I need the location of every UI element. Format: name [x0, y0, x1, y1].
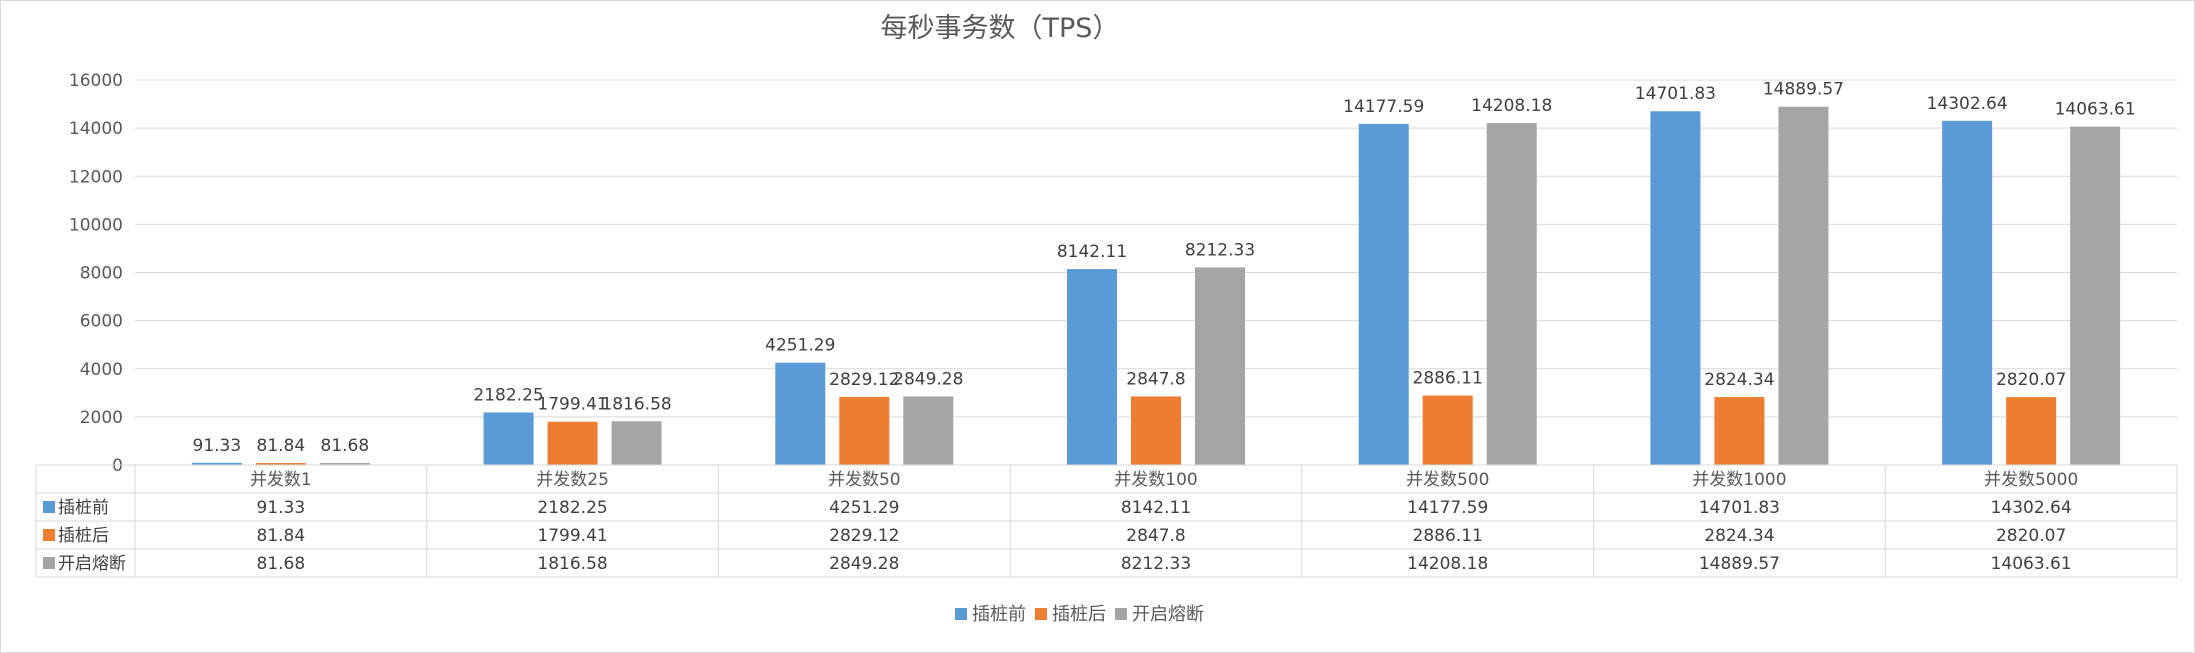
x-category-label: 并发数5000 — [1984, 470, 2078, 490]
table-cell: 14208.18 — [1407, 554, 1488, 574]
legend-label: 插桩前 — [972, 604, 1026, 625]
data-label: 8212.33 — [1185, 240, 1255, 260]
table-cell: 2847.8 — [1126, 526, 1185, 546]
bar — [191, 462, 242, 465]
data-label: 14701.83 — [1635, 84, 1716, 104]
data-label: 81.68 — [321, 436, 370, 456]
bar — [2070, 126, 2121, 465]
bar — [903, 396, 954, 465]
data-label: 91.33 — [193, 436, 242, 456]
legend: 插桩前 插桩后 开启熔断 — [955, 604, 1204, 625]
table-cell: 2886.11 — [1413, 526, 1483, 546]
bar — [1358, 123, 1409, 465]
bar — [775, 362, 826, 465]
bar — [1778, 106, 1829, 465]
y-tick-label: 0 — [112, 456, 123, 476]
data-label: 4251.29 — [765, 336, 835, 356]
data-label: 14889.57 — [1763, 80, 1844, 100]
x-category-label: 并发数500 — [1406, 470, 1489, 490]
bar — [255, 463, 306, 465]
legend-swatch — [1035, 608, 1047, 620]
bar — [1650, 111, 1701, 465]
table-series-name: 插桩后 — [58, 526, 109, 546]
table-legend-key — [43, 501, 55, 513]
legend-swatch — [1115, 608, 1127, 620]
bar — [483, 412, 534, 465]
y-tick-label: 2000 — [80, 408, 123, 428]
table-cell: 1799.41 — [537, 526, 607, 546]
table-cell: 14701.83 — [1699, 498, 1780, 518]
data-label: 8142.11 — [1057, 242, 1127, 262]
y-tick-label: 12000 — [69, 167, 123, 187]
data-label: 2886.11 — [1413, 369, 1483, 389]
chart-title: 每秒事务数（TPS） — [881, 13, 1120, 44]
y-tick-label: 4000 — [80, 360, 123, 380]
x-category-label: 并发数50 — [828, 470, 901, 490]
data-label: 14177.59 — [1343, 97, 1424, 117]
x-category-label: 并发数25 — [536, 470, 609, 490]
table-cell: 2820.07 — [1996, 526, 2066, 546]
table-cell: 14889.57 — [1699, 554, 1780, 574]
y-tick-label: 16000 — [69, 71, 123, 91]
table-cell: 2182.25 — [537, 498, 607, 518]
legend-swatch — [955, 608, 967, 620]
table-series-name: 插桩前 — [58, 498, 109, 518]
table-cell: 2849.28 — [829, 554, 899, 574]
table-series-name: 开启熔断 — [58, 554, 126, 574]
bar — [1942, 120, 1993, 466]
data-table: 并发数1 并发数25 并发数50 并发数100 并发数500 并发数1000 并发数5000… — [35, 464, 2178, 578]
table-cell: 14063.61 — [1991, 554, 2072, 574]
data-label: 14063.61 — [2055, 100, 2136, 120]
data-label: 2847.8 — [1126, 369, 1185, 389]
bar — [2006, 397, 2057, 465]
data-label: 81.84 — [257, 436, 306, 456]
y-tick-label: 6000 — [80, 312, 123, 332]
data-label: 1816.58 — [601, 394, 671, 414]
legend-label: 开启熔断 — [1132, 604, 1204, 625]
table-cell: 2824.34 — [1704, 526, 1774, 546]
y-tick-label: 14000 — [69, 119, 123, 139]
bar — [1195, 267, 1245, 465]
x-category-label: 并发数1 — [250, 470, 312, 490]
table-legend-key — [43, 557, 55, 569]
table-cell: 8142.11 — [1121, 498, 1191, 518]
bars — [191, 106, 2121, 466]
bar — [839, 396, 890, 465]
table-cell: 14177.59 — [1407, 498, 1488, 518]
bar — [1067, 269, 1117, 465]
bar — [611, 421, 662, 465]
table-cell: 91.33 — [257, 498, 306, 518]
table-cell: 2829.12 — [829, 526, 899, 546]
x-category-label: 并发数1000 — [1692, 470, 1786, 490]
legend-label: 插桩后 — [1052, 604, 1106, 625]
table-cell: 8212.33 — [1121, 554, 1191, 574]
data-label: 2824.34 — [1704, 370, 1774, 390]
table-cell: 4251.29 — [829, 498, 899, 518]
data-label: 2820.07 — [1996, 370, 2066, 390]
bar — [1131, 396, 1181, 465]
bar — [1714, 397, 1765, 465]
bar — [319, 463, 370, 465]
data-label: 2182.25 — [473, 385, 543, 405]
data-label: 2849.28 — [893, 369, 963, 389]
data-label: 2829.12 — [829, 370, 899, 390]
y-axis: 0 2000 4000 6000 8000 10000 12000 14000 16000 — [69, 71, 123, 476]
bar — [1422, 395, 1473, 465]
table-cell: 81.84 — [257, 526, 306, 546]
data-label: 1799.41 — [537, 395, 607, 415]
bar — [1486, 123, 1537, 466]
data-labels: 91.33 2182.25 4251.29 8142.11 14177.59 14701.… — [193, 80, 2136, 456]
y-tick-label: 10000 — [69, 215, 123, 235]
bar — [547, 421, 598, 465]
data-label: 14302.64 — [1927, 94, 2008, 114]
table-legend-key — [43, 529, 55, 541]
y-tick-label: 8000 — [80, 264, 123, 284]
table-cell: 14302.64 — [1991, 498, 2072, 518]
table-cell: 1816.58 — [537, 554, 607, 574]
data-label: 14208.18 — [1471, 96, 1552, 116]
table-cell: 81.68 — [257, 554, 306, 574]
x-category-label: 并发数100 — [1114, 470, 1197, 490]
